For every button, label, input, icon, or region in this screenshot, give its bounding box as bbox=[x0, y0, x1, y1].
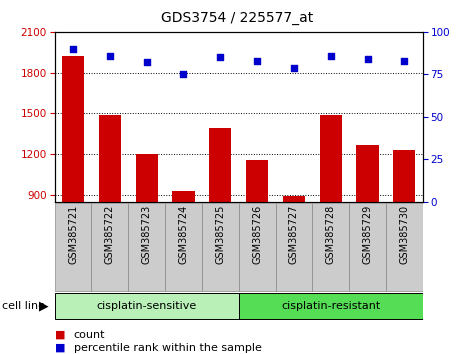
Text: GSM385730: GSM385730 bbox=[399, 205, 409, 264]
Bar bbox=[136, 154, 158, 317]
Text: GDS3754 / 225577_at: GDS3754 / 225577_at bbox=[162, 11, 314, 25]
Bar bbox=[246, 160, 268, 317]
Text: count: count bbox=[74, 330, 105, 339]
Point bbox=[290, 65, 298, 70]
Bar bbox=[238, 203, 276, 291]
Bar bbox=[386, 203, 423, 291]
Text: GSM385721: GSM385721 bbox=[68, 205, 78, 264]
Text: GSM385723: GSM385723 bbox=[142, 205, 152, 264]
Point bbox=[143, 59, 151, 65]
Bar bbox=[55, 203, 91, 291]
Bar bbox=[393, 150, 415, 317]
Point bbox=[327, 53, 334, 58]
Text: GSM385725: GSM385725 bbox=[215, 205, 225, 264]
Text: cell line: cell line bbox=[2, 301, 46, 311]
Bar bbox=[276, 203, 313, 291]
Point bbox=[400, 58, 408, 64]
Bar bbox=[349, 203, 386, 291]
Bar bbox=[62, 56, 84, 317]
Text: GSM385726: GSM385726 bbox=[252, 205, 262, 264]
Text: ▶: ▶ bbox=[39, 300, 49, 313]
Text: GSM385729: GSM385729 bbox=[362, 205, 372, 264]
Text: GSM385724: GSM385724 bbox=[179, 205, 189, 264]
Point bbox=[217, 55, 224, 60]
Text: ■: ■ bbox=[55, 343, 65, 353]
Point bbox=[69, 46, 77, 52]
Bar bbox=[91, 203, 128, 291]
Point bbox=[106, 53, 114, 58]
Bar bbox=[209, 129, 231, 317]
Bar bbox=[128, 203, 165, 291]
Text: ■: ■ bbox=[55, 330, 65, 339]
Point bbox=[364, 56, 371, 62]
Bar bbox=[165, 203, 202, 291]
Bar bbox=[238, 293, 423, 319]
Bar bbox=[356, 145, 379, 317]
Bar bbox=[172, 191, 195, 317]
Bar bbox=[313, 203, 349, 291]
Bar bbox=[283, 196, 305, 317]
Text: GSM385728: GSM385728 bbox=[326, 205, 336, 264]
Text: cisplatin-resistant: cisplatin-resistant bbox=[281, 301, 380, 311]
Point bbox=[180, 72, 187, 77]
Point bbox=[253, 58, 261, 64]
Bar bbox=[55, 293, 238, 319]
Bar bbox=[320, 115, 342, 317]
Bar bbox=[202, 203, 238, 291]
Text: GSM385727: GSM385727 bbox=[289, 205, 299, 264]
Bar bbox=[99, 115, 121, 317]
Text: percentile rank within the sample: percentile rank within the sample bbox=[74, 343, 262, 353]
Text: GSM385722: GSM385722 bbox=[105, 205, 115, 264]
Text: cisplatin-sensitive: cisplatin-sensitive bbox=[96, 301, 197, 311]
